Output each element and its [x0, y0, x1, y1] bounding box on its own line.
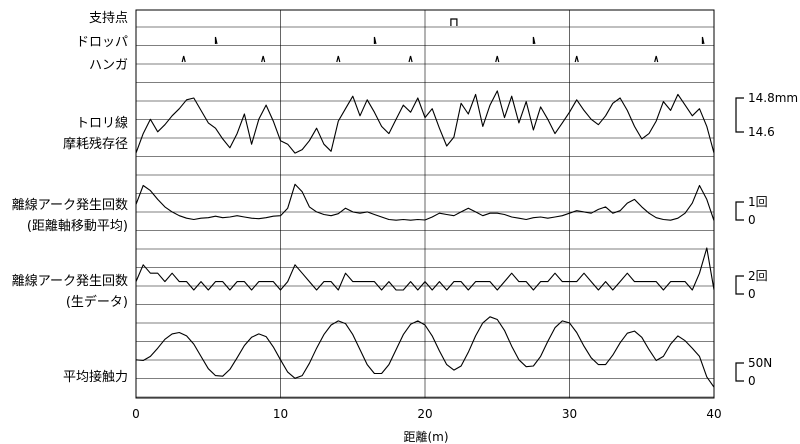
channel-label-force: 平均接触力	[63, 369, 128, 385]
hanger-mark	[495, 55, 500, 63]
wear-scale-bottom: 14.6	[748, 125, 775, 139]
arc_raw-scale-bracket	[735, 275, 744, 295]
channel-label-hanger: ハンガ	[89, 58, 128, 73]
channel-label-support: 支持点	[89, 11, 128, 26]
dropper-mark	[214, 36, 218, 45]
hanger-mark	[181, 55, 186, 63]
wear-scale-bracket	[735, 97, 744, 133]
channel-label-arc_avg: (距離軸移動平均)	[27, 219, 128, 234]
arc_raw-trace	[135, 247, 715, 291]
x-tick-label: 40	[706, 407, 721, 421]
x-tick-label: 10	[273, 407, 288, 421]
x-tick-label: 30	[562, 407, 577, 421]
wear-trace	[135, 90, 715, 154]
arc_avg-scale-top: 1回	[748, 195, 768, 209]
force-scale-bracket	[735, 362, 744, 382]
arc_raw-scale-bottom: 0	[748, 287, 756, 301]
hanger-mark	[408, 55, 413, 63]
force-scale-top: 50N	[748, 356, 772, 370]
hanger-mark	[336, 55, 341, 63]
arc_raw-scale-top: 2回	[748, 269, 768, 283]
channel-label-arc_avg: 離線アーク発生回数	[12, 197, 128, 213]
x-tick-label: 20	[417, 407, 432, 421]
wear-scale-top: 14.8mm	[748, 91, 798, 105]
arc_avg-trace	[135, 183, 715, 221]
x-tick-label: 0	[132, 407, 140, 421]
channel-label-wear: 摩耗残存径	[63, 136, 128, 152]
hanger-mark	[654, 55, 659, 63]
hanger-mark	[574, 55, 579, 63]
hanger-mark	[261, 55, 266, 63]
marks-layer	[135, 18, 715, 388]
x-axis: 距離(m) 0 10 20 30 40	[132, 407, 721, 444]
grid-layer	[135, 9, 715, 399]
channel-label-dropper: ドロッパ	[76, 35, 128, 50]
force-scale-bottom: 0	[748, 374, 756, 388]
x-axis-label: 距離(m)	[403, 430, 448, 444]
channel-label-arc_raw: 離線アーク発生回数	[12, 273, 128, 289]
arc_avg-scale-bottom: 0	[748, 213, 756, 227]
channel-label-wear: トロリ線	[76, 115, 128, 131]
arc_avg-scale-bracket	[735, 201, 744, 221]
dropper-mark	[701, 36, 705, 45]
support-mark	[450, 18, 458, 26]
dropper-mark	[532, 36, 536, 45]
dropper-mark	[373, 36, 377, 45]
channel-label-arc_raw: (生データ)	[66, 294, 128, 310]
force-trace	[135, 316, 715, 388]
